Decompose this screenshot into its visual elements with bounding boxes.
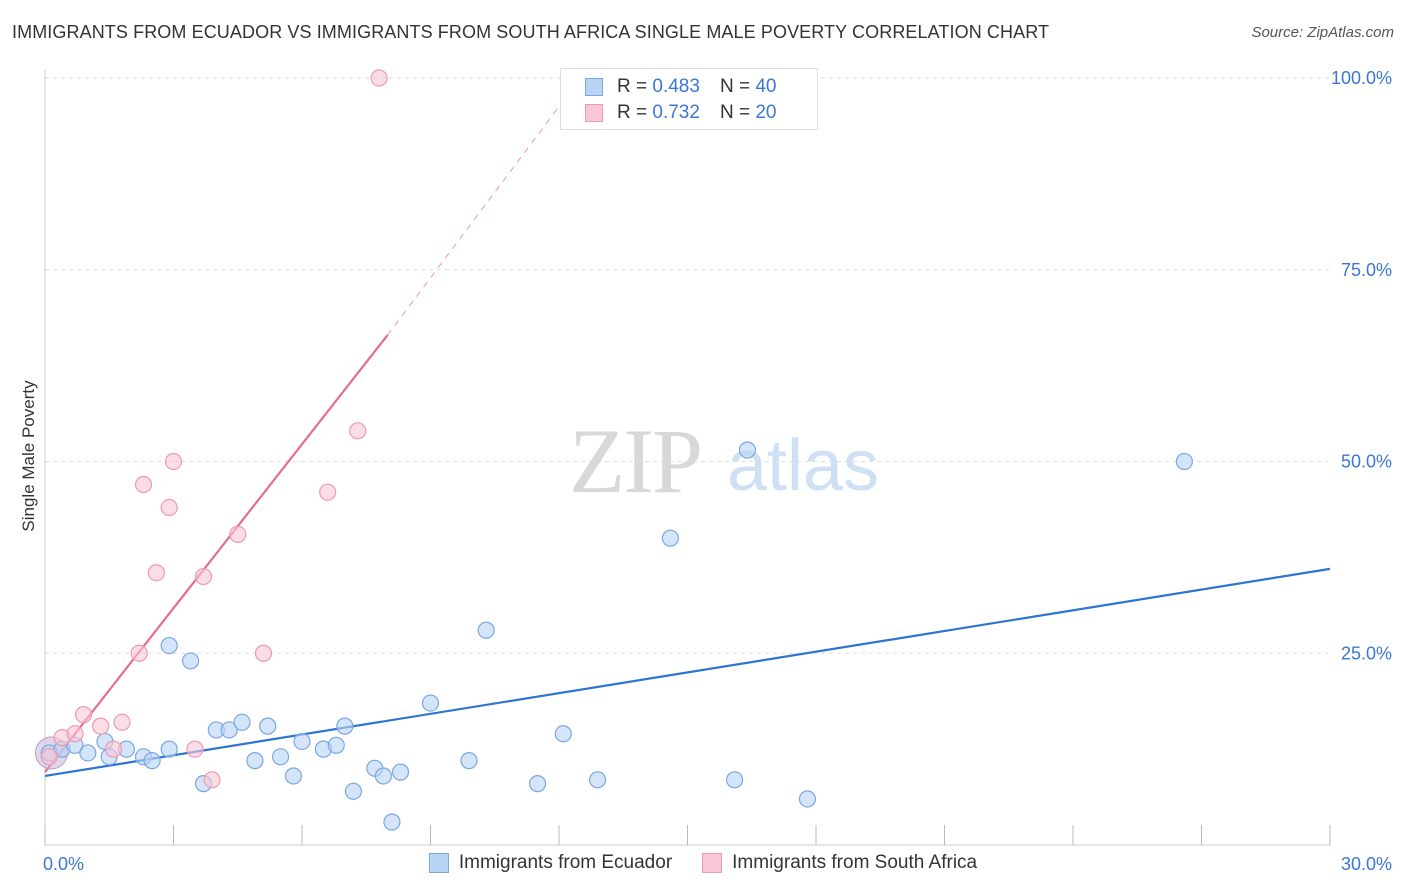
point-ecuador	[259, 717, 277, 735]
point-ecuador	[374, 767, 392, 785]
series-legend: Immigrants from Ecuador Immigrants from …	[0, 852, 1406, 874]
point-southafrica	[254, 644, 273, 662]
point-southafrica	[164, 452, 183, 471]
point-ecuador	[798, 790, 817, 808]
point-ecuador	[160, 636, 178, 655]
point-southafrica	[194, 567, 213, 586]
series-swatch-southafrica	[702, 853, 723, 873]
point-ecuador	[421, 694, 440, 712]
watermark-atlas: atlas	[727, 426, 879, 506]
point-southafrica	[130, 644, 148, 662]
point-ecuador	[271, 748, 290, 766]
point-ecuador	[220, 721, 238, 739]
point-southafrica	[186, 740, 204, 758]
y-axis-label: Single Male Poverty	[19, 380, 38, 532]
point-southafrica	[370, 69, 388, 87]
point-ecuador	[233, 713, 251, 731]
point-southafrica	[40, 748, 58, 766]
point-ecuador	[661, 529, 679, 547]
point-ecuador	[383, 813, 401, 831]
chart-title: IMMIGRANTS FROM ECUADOR VS IMMIGRANTS FR…	[12, 22, 1050, 42]
point-ecuador	[246, 752, 264, 770]
point-southafrica	[203, 771, 221, 789]
point-ecuador	[477, 621, 495, 639]
point-southafrica	[104, 740, 123, 758]
y-tick-label: 100.0%	[1331, 68, 1392, 88]
tick-labels: 25.0% 50.0% 75.0% 100.0% 0.0% 30.0%	[43, 68, 1392, 874]
correlation-legend: R = 0.483 N = 40 R = 0.732 N = 20	[560, 68, 818, 130]
legend-swatch-ecuador	[585, 78, 603, 96]
y-tick-label: 25.0%	[1341, 643, 1392, 663]
point-southafrica	[147, 564, 165, 582]
point-southafrica	[113, 713, 131, 731]
legend-r-label: R =	[617, 102, 648, 123]
point-southafrica	[74, 706, 93, 724]
trend-line-ecuador	[44, 567, 1331, 778]
point-southafrica	[66, 725, 84, 743]
point-ecuador	[738, 441, 757, 459]
point-ecuador	[528, 775, 547, 793]
legend-row-ecuador: R = 0.483 N = 40	[585, 75, 776, 99]
series-legend-label: Immigrants from South Africa	[732, 852, 978, 873]
legend-n-value: 40	[755, 76, 777, 97]
series-swatch-ecuador	[428, 853, 449, 873]
point-ecuador	[460, 752, 478, 770]
point-ecuador	[293, 732, 311, 751]
point-ecuador	[391, 763, 410, 781]
point-ecuador	[327, 736, 345, 754]
point-ecuador	[588, 771, 607, 789]
point-ecuador	[160, 740, 178, 758]
trend-lines	[44, 77, 1331, 778]
legend-n-label: N =	[719, 102, 751, 123]
point-southafrica	[134, 475, 153, 494]
grid-lines	[45, 77, 1330, 654]
point-southafrica	[160, 498, 178, 517]
point-ecuador	[79, 744, 97, 762]
point-southafrica	[92, 717, 110, 735]
x-tick-label: 30.0%	[1341, 854, 1392, 874]
legend-r-value: 0.732	[652, 102, 700, 123]
y-tick-label: 75.0%	[1341, 260, 1392, 280]
y-tick-label: 50.0%	[1341, 452, 1392, 472]
point-ecuador	[344, 782, 362, 800]
point-ecuador	[554, 725, 572, 743]
series-legend-ecuador: Immigrants from Ecuador	[428, 852, 673, 874]
point-ecuador	[1175, 452, 1193, 471]
trend-line-southafrica	[44, 334, 389, 773]
legend-row-southafrica: R = 0.732 N = 20	[585, 101, 776, 125]
legend-r-label: R =	[617, 76, 648, 97]
legend-n-value: 20	[755, 102, 777, 123]
legend-swatch-southafrica	[585, 104, 603, 122]
watermark-zip: ZIP	[569, 410, 701, 512]
point-ecuador	[143, 752, 161, 770]
series-legend-southafrica: Immigrants from South Africa	[702, 852, 977, 874]
source-label: Source: ZipAtlas.com	[1251, 24, 1394, 41]
axes	[44, 70, 1331, 846]
legend-n-label: N =	[719, 76, 751, 97]
point-southafrica	[319, 483, 337, 501]
trend-line-dashed-southafrica	[387, 77, 581, 336]
x-tick-label: 0.0%	[43, 854, 84, 874]
data-points	[34, 69, 1193, 831]
point-ecuador	[336, 717, 354, 735]
series-legend-label: Immigrants from Ecuador	[458, 852, 673, 873]
point-southafrica	[229, 525, 247, 543]
point-ecuador	[182, 652, 200, 670]
point-ecuador	[726, 771, 744, 789]
point-southafrica	[349, 422, 367, 440]
legend-r-value: 0.483	[652, 76, 700, 97]
point-ecuador	[284, 767, 303, 785]
